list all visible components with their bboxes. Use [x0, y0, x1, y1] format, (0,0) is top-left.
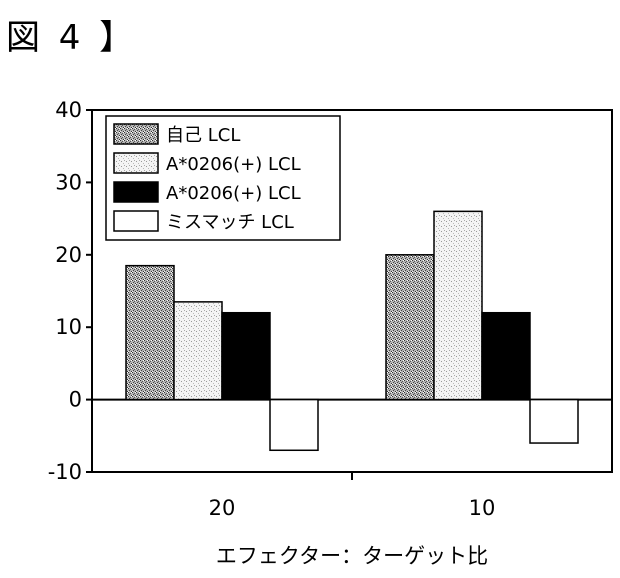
bar — [125, 264, 175, 401]
y-tick-label: 10 — [55, 315, 82, 339]
bar — [269, 398, 319, 452]
bar — [385, 254, 435, 401]
y-tick-label: 20 — [55, 243, 82, 267]
x-axis-title: エフェクター：ターゲット比 — [216, 544, 488, 568]
bar-series — [125, 210, 579, 452]
x-tick-label: 20 — [209, 496, 236, 520]
x-axis: 20 10 — [209, 472, 496, 520]
y-tick-label: 0 — [69, 388, 82, 412]
legend: 自己 LCL A*0206(+) LCL A*0206(+) LCL ミスマッチ LC… — [105, 115, 341, 241]
y-tick-label: 30 — [55, 170, 82, 194]
bar — [173, 301, 223, 401]
y-axis: -10 0 10 20 30 40 — [48, 98, 92, 484]
y-tick-label: 40 — [55, 98, 82, 122]
legend-label: ミスマッチ LCL — [166, 212, 294, 233]
legend-label: 自己 LCL — [166, 125, 240, 146]
legend-swatch — [113, 152, 159, 174]
legend-label: A*0206(+) LCL — [166, 183, 301, 204]
legend-swatch — [113, 123, 159, 145]
figure-label: 図 4 】 — [6, 18, 138, 58]
legend-swatch — [113, 210, 159, 232]
y-tick-label: -10 — [48, 460, 82, 484]
bar — [221, 311, 271, 401]
bar — [433, 210, 483, 401]
x-tick-label: 10 — [469, 496, 496, 520]
legend-swatch — [113, 181, 159, 203]
legend-label: A*0206(+) LCL — [166, 154, 301, 175]
bar — [481, 311, 531, 401]
bar — [529, 398, 579, 444]
